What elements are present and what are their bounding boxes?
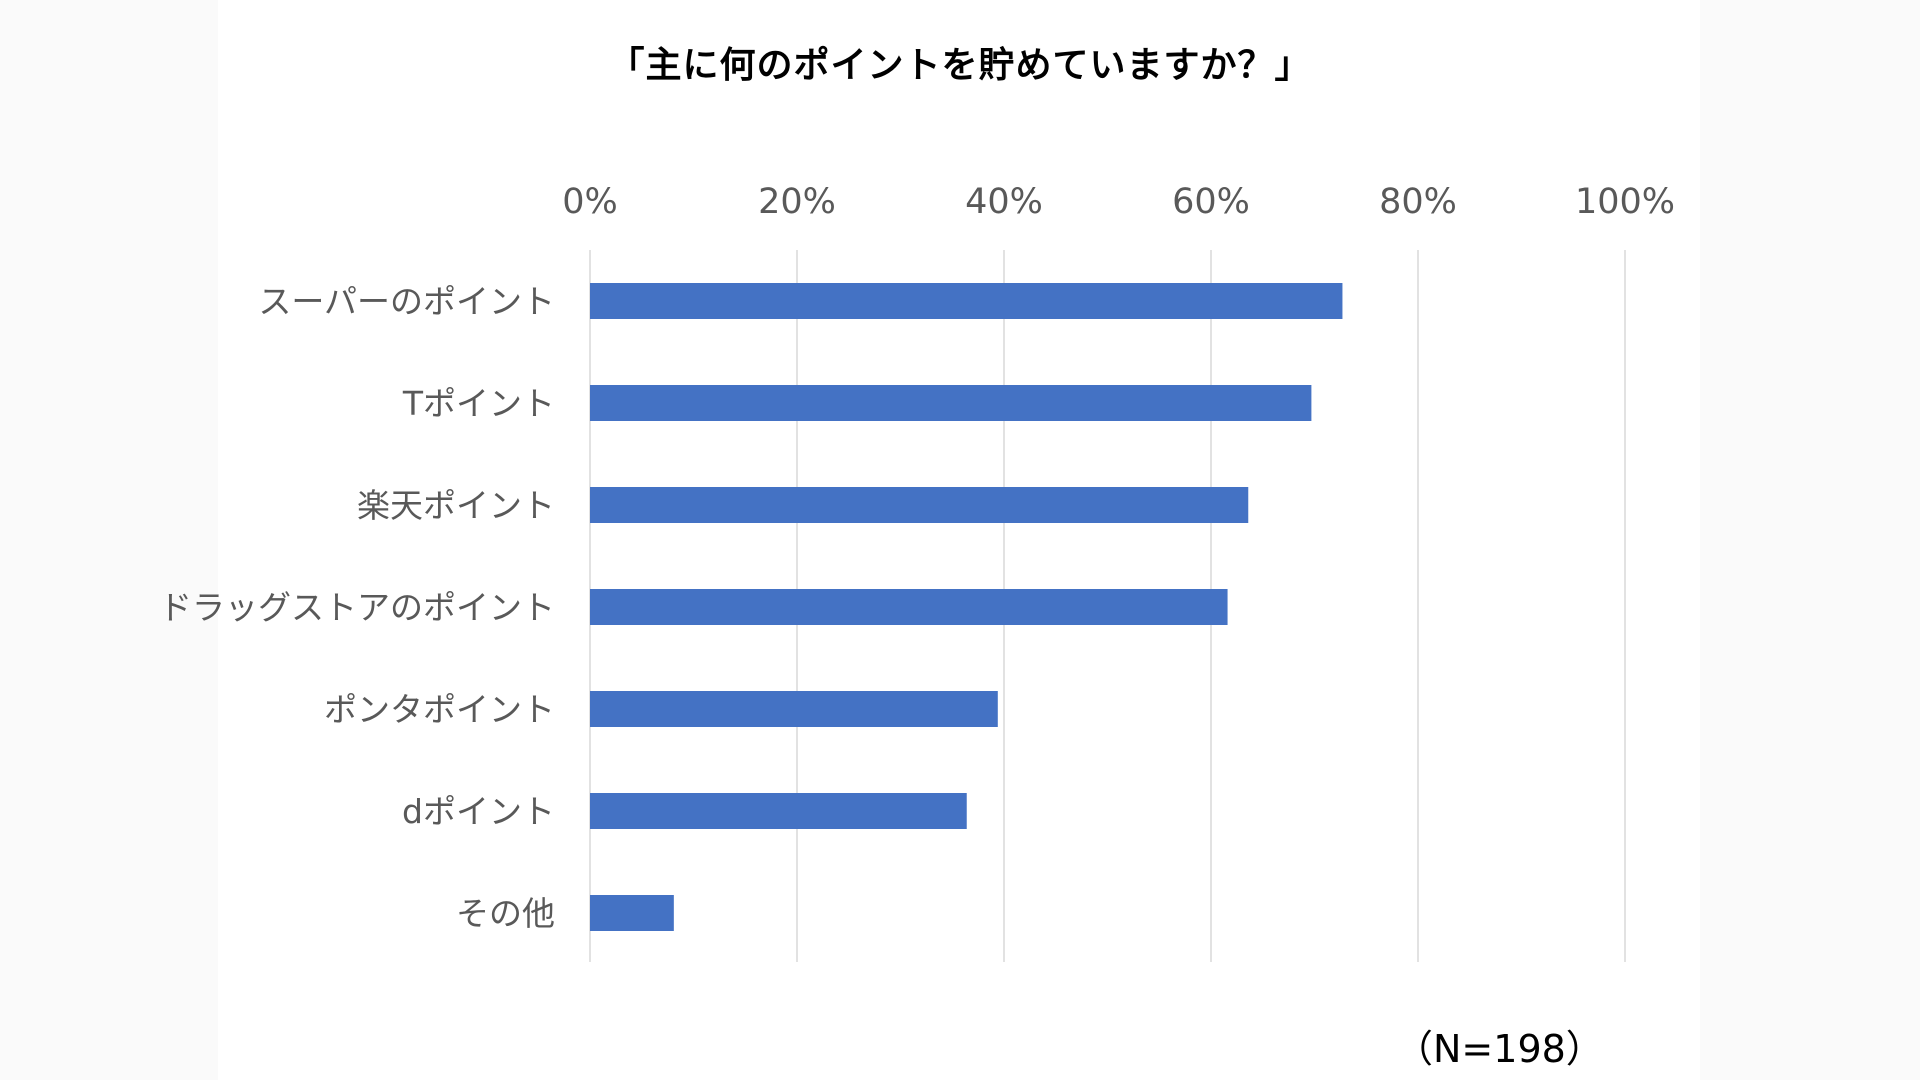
category-label: その他 <box>456 894 555 933</box>
bar <box>590 691 998 727</box>
category-label: ポンタポイント <box>324 690 555 729</box>
x-axis-tick-labels: 0% 20% 40% 60% 80% 100% <box>562 182 1675 222</box>
x-tick-label: 20% <box>758 182 836 222</box>
category-label: 楽天ポイント <box>357 486 555 525</box>
x-tick-label: 40% <box>965 182 1043 222</box>
x-tick-label: 0% <box>562 182 618 222</box>
category-label: Tポイント <box>402 384 555 423</box>
bar <box>590 793 967 829</box>
x-tick-label: 60% <box>1172 182 1250 222</box>
bar <box>590 895 674 931</box>
bar <box>590 589 1228 625</box>
x-tick-label: 80% <box>1379 182 1457 222</box>
category-label: スーパーのポイント <box>258 282 555 321</box>
bars <box>590 283 1343 931</box>
chart-title: 「主に何のポイントを貯めていますか？」 <box>608 45 1312 86</box>
bar <box>590 283 1343 319</box>
x-tick-label: 100% <box>1575 182 1675 222</box>
bar <box>590 487 1249 523</box>
chart-background <box>218 0 1700 1080</box>
sample-size-note: （N=198） <box>1395 1027 1604 1071</box>
category-label: dポイント <box>402 792 555 831</box>
bar <box>590 385 1312 421</box>
category-label: ドラッグストアのポイント <box>159 588 555 627</box>
